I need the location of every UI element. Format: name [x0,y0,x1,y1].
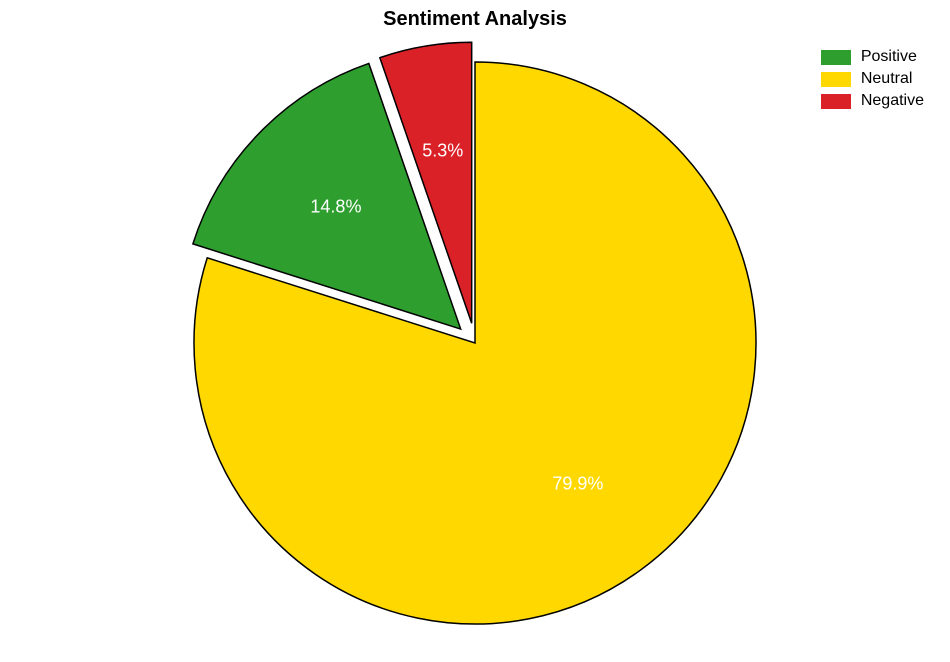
legend-swatch [821,72,851,87]
legend-label: Negative [861,92,924,110]
legend-item-negative: Negative [821,92,924,110]
legend-item-neutral: Neutral [821,70,924,88]
slice-label-neutral: 79.9% [552,473,603,494]
legend-swatch [821,94,851,109]
slice-label-negative: 5.3% [422,141,463,162]
legend-swatch [821,50,851,65]
legend-label: Neutral [861,70,913,88]
sentiment-pie-chart: Sentiment Analysis 79.9%14.8%5.3% Positi… [0,0,950,662]
legend: Positive Neutral Negative [821,48,924,114]
legend-label: Positive [861,48,917,66]
slice-label-positive: 14.8% [310,197,361,218]
pie-svg [0,0,950,662]
legend-item-positive: Positive [821,48,924,66]
